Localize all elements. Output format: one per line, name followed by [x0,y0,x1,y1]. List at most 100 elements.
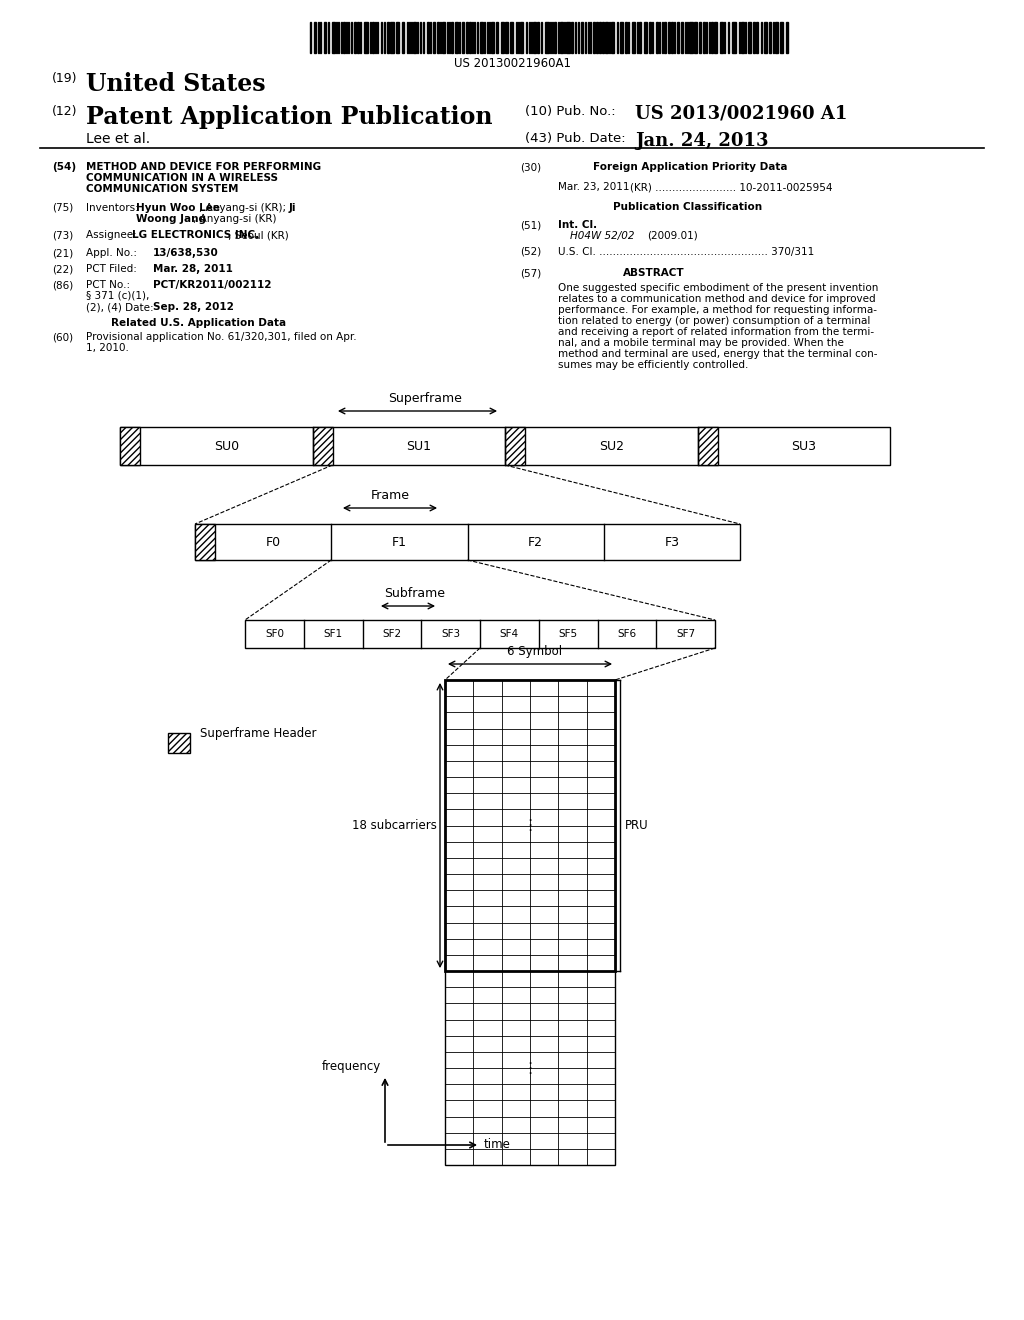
Bar [402,22,404,53]
Text: (43) Pub. Date:: (43) Pub. Date: [525,132,626,145]
Text: Related U.S. Application Data: Related U.S. Application Data [111,318,286,327]
Bar [671,22,673,53]
Text: United States: United States [86,73,265,96]
Bar [501,22,504,53]
Bar [168,733,190,752]
Bar [445,680,615,972]
Bar [245,620,715,648]
Bar [496,22,498,53]
Bar [505,426,525,465]
Text: (19): (19) [52,73,78,84]
Bar [748,22,751,53]
Text: ⋮: ⋮ [522,818,538,833]
Text: ⋮: ⋮ [522,1060,538,1076]
Bar [427,22,429,53]
Bar [510,22,513,53]
Text: (75): (75) [52,203,74,213]
Bar [566,22,570,53]
Text: (54): (54) [52,162,76,172]
Bar [753,22,755,53]
Bar [505,22,508,53]
Text: Subframe: Subframe [384,587,445,601]
Bar [656,22,658,53]
Bar [780,22,783,53]
Text: (73): (73) [52,230,74,240]
Bar [714,22,717,53]
Bar [694,22,697,53]
Bar [668,22,670,53]
Text: Sep. 28, 2012: Sep. 28, 2012 [153,302,233,312]
Text: Foreign Application Priority Data: Foreign Application Priority Data [593,162,787,172]
Text: (KR) ........................ 10-2011-0025954: (KR) ........................ 10-2011-00… [630,182,833,191]
Bar [480,22,483,53]
Text: , Seoul (KR): , Seoul (KR) [228,230,289,240]
Bar [390,22,394,53]
Bar [677,22,679,53]
Text: (86): (86) [52,280,74,290]
Text: F1: F1 [392,536,407,549]
Text: Superframe Header: Superframe Header [200,726,316,739]
Text: performance. For example, a method for requesting informa-: performance. For example, a method for r… [558,305,877,315]
Bar [644,22,647,53]
Text: (30): (30) [520,162,541,172]
Bar [732,22,736,53]
Text: nal, and a mobile terminal may be provided. When the: nal, and a mobile terminal may be provid… [558,338,844,348]
Text: Mar. 28, 2011: Mar. 28, 2011 [153,264,232,275]
Bar [534,22,536,53]
Bar [195,524,215,560]
Text: SU3: SU3 [792,440,816,453]
Text: LG ELECTRONICS INC.: LG ELECTRONICS INC. [132,230,259,240]
Bar [620,22,623,53]
Text: 1, 2010.: 1, 2010. [86,343,129,352]
Bar [596,22,598,53]
Bar [466,22,468,53]
Text: Hyun Woo Lee: Hyun Woo Lee [136,203,220,213]
Bar [490,22,494,53]
Bar [720,22,723,53]
Text: SF7: SF7 [676,630,695,639]
Text: SF2: SF2 [382,630,401,639]
Bar [632,22,635,53]
Text: (52): (52) [520,247,542,257]
Bar [599,22,601,53]
Text: (2009.01): (2009.01) [647,231,697,242]
Bar [560,22,563,53]
Text: , Anyang-si (KR);: , Anyang-si (KR); [199,203,290,213]
Text: sumes may be efficiently controlled.: sumes may be efficiently controlled. [558,360,749,370]
Text: F2: F2 [528,536,543,549]
Bar [357,22,359,53]
Text: method and terminal are used, energy that the terminal con-: method and terminal are used, energy tha… [558,348,878,359]
Text: SU1: SU1 [407,440,431,453]
Text: Lee et al.: Lee et al. [86,132,151,147]
Text: PRU: PRU [625,818,648,832]
Bar [756,22,758,53]
Bar [786,22,788,53]
Bar [396,22,399,53]
Bar [314,22,316,53]
Bar [537,22,539,53]
Text: PCT No.:: PCT No.: [86,280,130,290]
Bar [703,22,705,53]
Bar [387,22,389,53]
Bar [437,22,439,53]
Bar [554,22,556,53]
Text: SF5: SF5 [558,630,578,639]
Bar [442,22,445,53]
Text: SF4: SF4 [500,630,519,639]
Bar [775,22,778,53]
Text: Patent Application Publication: Patent Application Publication [86,106,493,129]
Bar [451,22,453,53]
Text: (12): (12) [52,106,78,117]
Text: 13/638,530: 13/638,530 [153,248,219,257]
Text: SF3: SF3 [441,630,460,639]
Text: SU2: SU2 [599,440,624,453]
Text: (51): (51) [520,220,542,230]
Bar [332,22,335,53]
Text: US 2013/0021960 A1: US 2013/0021960 A1 [635,106,848,123]
Text: (57): (57) [520,268,542,279]
Text: Jan. 24, 2013: Jan. 24, 2013 [635,132,768,150]
Bar [545,22,549,53]
Bar [764,22,767,53]
Text: Frame: Frame [371,488,410,502]
Text: frequency: frequency [322,1060,381,1073]
